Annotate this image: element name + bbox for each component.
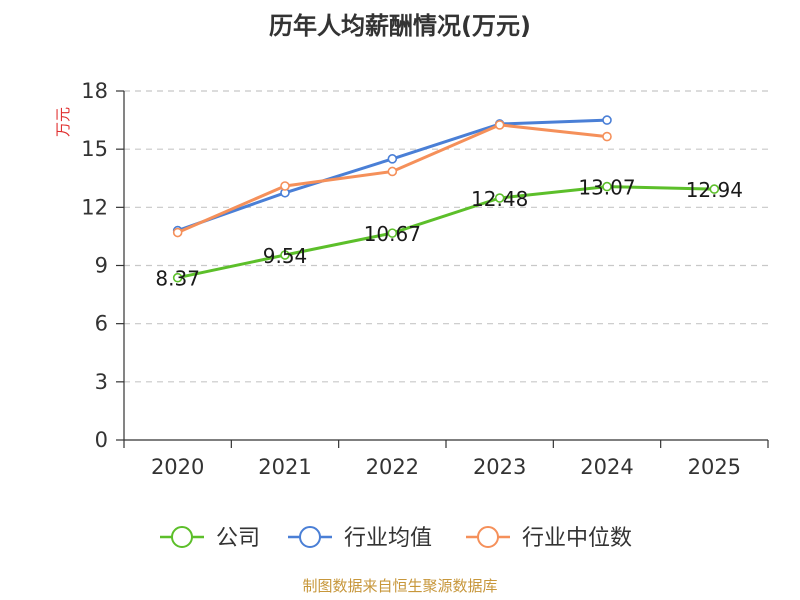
point-0-2023 [494,193,505,203]
chart-title: 历年人均薪酬情况(万元) [269,12,531,40]
point-2-2024 [602,131,612,142]
point-1-2022 [387,154,398,164]
data-label-2020: 8.37 [155,267,200,291]
data-label-2025: 12.94 [686,178,743,202]
data-label-2023: 12.48 [471,187,528,211]
series-layer [172,115,720,283]
point-1-2024 [602,115,612,125]
grid-lines [124,90,768,383]
x-tick-label-2024: 2024 [580,455,633,479]
data-label-2022: 10.67 [364,222,421,246]
point-2-2023 [494,120,505,130]
y-tick-label-9: 9 [95,254,108,278]
legend-label-0: 公司 [216,526,260,551]
y-tick-label-12: 12 [81,195,108,219]
y-tick-label-15: 15 [81,137,108,161]
y-tick-label-0: 0 [95,428,108,452]
legend-label-2: 行业中位数 [522,526,632,551]
x-tick-label-2022: 2022 [366,455,419,479]
series-line-0 [176,185,716,280]
y-tick-label-3: 3 [95,370,108,394]
legend: 公司 行业均值 行业中位数 [160,526,632,551]
point-2-2020 [172,227,183,238]
data-labels: 8.37 9.54 10.67 12.48 13.07 12.94 [155,176,743,291]
source-note: 制图数据来自恒生聚源数据库 [302,577,497,595]
x-tick-label-2023: 2023 [473,455,526,479]
point-0-2025 [709,184,720,194]
point-0-2024 [602,181,612,192]
legend-marker-1 [299,526,321,548]
point-0-2020 [172,272,183,283]
x-tick-label-2021: 2021 [258,455,311,479]
x-tick-label-2020: 2020 [151,455,204,479]
legend-marker-0 [171,526,193,548]
legend-marker-2 [477,526,499,548]
legend-item-2[interactable]: 行业中位数 [466,526,632,551]
x-tick-label-2025: 2025 [688,455,741,479]
series-line-2 [176,123,609,234]
axes: 0 3 6 9 12 15 18 2020 2021 2022 2023 2024 2025 [81,79,769,479]
y-tick-label-6: 6 [95,312,108,336]
point-0-2021 [280,250,290,260]
data-label-2024: 13.07 [578,176,635,200]
point-2-2021 [280,181,290,191]
point-0-2022 [387,228,398,238]
y-tick-label-18: 18 [81,79,108,103]
y-axis-label: 万元 [54,107,72,137]
point-2-2022 [387,166,398,177]
legend-item-1[interactable]: 行业均值 [288,526,432,551]
legend-item-0[interactable]: 公司 [160,526,260,551]
data-label-2021: 9.54 [263,244,308,268]
legend-label-1: 行业均值 [344,526,432,551]
